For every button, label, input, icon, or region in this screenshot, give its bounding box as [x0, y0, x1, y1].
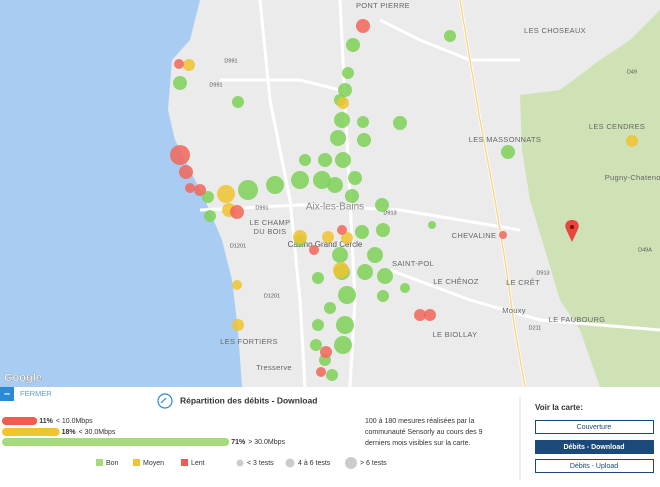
button-label: Couverture — [577, 424, 612, 431]
highway — [459, 0, 526, 388]
bar — [2, 417, 38, 425]
road-label: D991 — [255, 205, 268, 211]
place-label: PONT PIERRE — [356, 1, 410, 10]
bar-label: 71% > 30.0Mbps — [231, 439, 285, 446]
average-dots — [183, 59, 638, 331]
description: derniers mois visibles sur la carte. — [365, 440, 470, 447]
legend-label: 4 à 6 tests — [298, 460, 331, 467]
place-label: LES CENDRES — [589, 122, 645, 131]
bar-threshold: > 30.0Mbps — [248, 439, 285, 446]
place-label: Mouxy — [502, 306, 526, 315]
legend-label: Moyen — [143, 460, 164, 467]
button[interactable] — [535, 420, 654, 434]
road-label: D49A — [638, 247, 652, 253]
button-active[interactable] — [535, 440, 654, 454]
place-label: Tresserve — [256, 363, 292, 372]
road-label: D991 — [209, 82, 222, 88]
place-label: LE CHAMP — [250, 218, 291, 227]
place-label: LE FAUBOURG — [549, 315, 606, 324]
road-label: D991 — [224, 58, 237, 64]
place-label: CHEVALINE — [452, 231, 497, 240]
place-label: LE CHÊNOZ — [433, 277, 479, 286]
road-labels: D991 D1201 D913 D49 D211 D49A D991 D1201… — [209, 58, 652, 331]
button[interactable] — [535, 459, 654, 473]
place-label: SAINT-POL — [392, 259, 434, 268]
button-label: Débits - Download — [563, 444, 624, 451]
legend-label: Lent — [191, 460, 205, 467]
legend-swatch — [181, 459, 188, 466]
map-pin — [565, 220, 579, 242]
bar-percent: 71% — [231, 439, 246, 446]
map-pin-dot — [570, 225, 574, 229]
bar-label: 11% < 10.0Mbps — [39, 418, 93, 425]
button-label: Débits - Upload — [570, 463, 618, 470]
legend-label: < 3 tests — [247, 460, 274, 467]
road-label: D913 — [383, 210, 396, 216]
bar-percent: 11% — [39, 418, 53, 425]
place-label: LE CRÊT — [506, 278, 540, 287]
place-label: LE BIOLLAY — [433, 330, 478, 339]
legend-swatch — [96, 459, 103, 466]
google-logo: Google — [4, 372, 42, 384]
bar-threshold: < 30.0Mbps — [79, 429, 116, 436]
map[interactable]: PONT PIERRE LES CHOSEAUX LES MASSONNATS … — [0, 0, 660, 388]
bar-label: 18% < 30.0Mbps — [62, 429, 116, 436]
road-label: D913 — [536, 270, 549, 276]
legend-label: Bon — [106, 460, 119, 467]
lake — [0, 0, 242, 387]
close-icon: – — [4, 388, 10, 400]
place-label: LES CHOSEAUX — [524, 26, 586, 35]
road-label: D1201 — [264, 293, 280, 299]
place-label: DU BOIS — [254, 227, 287, 236]
bar — [2, 438, 230, 446]
bar — [2, 428, 60, 436]
distribution-bars: 11% < 10.0Mbps 18% < 30.0Mbps 71% > 30.0Mbps — [2, 417, 285, 446]
road-label: D1201 — [230, 243, 246, 249]
place-label: LES FORTIERS — [220, 337, 278, 346]
place-labels: PONT PIERRE LES CHOSEAUX LES MASSONNATS … — [220, 1, 660, 372]
panel-title: Répartition des débits - Download — [180, 395, 317, 405]
legend-circle — [236, 459, 244, 467]
view-title: Voir la carte: — [535, 403, 583, 412]
speed-icon — [157, 393, 173, 409]
road-label: D211 — [529, 325, 542, 331]
speed-icon-needle — [160, 397, 167, 404]
legend-circle — [345, 457, 357, 469]
bar-percent: 18% — [62, 429, 77, 436]
legend-label: > 6 tests — [360, 460, 387, 467]
panel: – FERMER Répartition des débits - Downlo… — [0, 387, 660, 487]
road-label: D49 — [627, 69, 637, 75]
close-button[interactable] — [0, 387, 14, 401]
place-label: Aix-les-Bains — [306, 202, 364, 213]
description: communauté Sensorly au cours des 9 — [365, 429, 483, 436]
bar-threshold: < 10.0Mbps — [56, 418, 93, 425]
place-label: Casino Grand Cercle — [288, 240, 363, 249]
place-label: LES MASSONNATS — [469, 135, 541, 144]
place-label: Pugny-Chatenod — [605, 173, 660, 182]
legend-circle — [285, 458, 295, 468]
legend-swatch — [133, 459, 140, 466]
slow-dots — [170, 19, 507, 377]
description: 100 à 180 mesures réalisées par la — [365, 418, 474, 425]
close-label[interactable]: FERMER — [20, 389, 52, 398]
forest — [520, 10, 660, 387]
